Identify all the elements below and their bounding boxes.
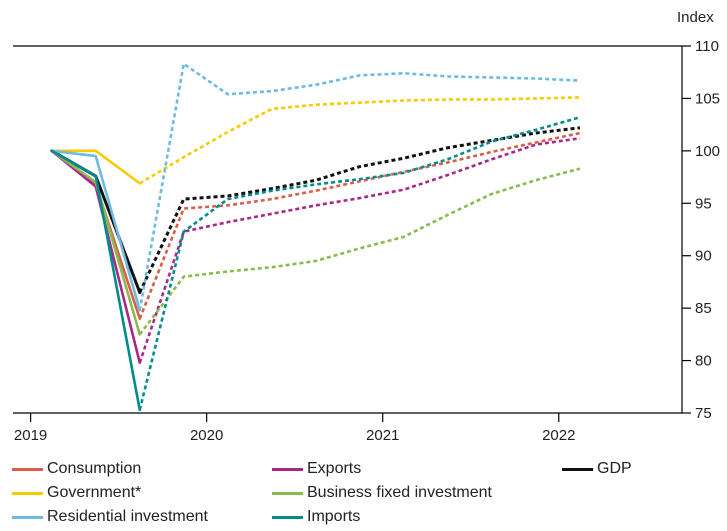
legend-swatch: [272, 491, 303, 495]
series-line-imports-actual: [50, 149, 142, 412]
legend-swatch: [12, 515, 43, 519]
legend-item-residential-investment: Residential investment: [12, 506, 208, 528]
legend-swatch: [562, 467, 593, 471]
legend-label: Imports: [307, 508, 361, 525]
series-line-gdp-forecast: [138, 126, 581, 294]
y-tick-label: 100: [695, 143, 720, 160]
series-line-imports-forecast: [138, 116, 581, 411]
legend: Consumption Exports GDP Government* Business…: [12, 458, 722, 530]
y-tick-label: 85: [695, 300, 712, 317]
series-line-exports-forecast: [138, 136, 581, 364]
legend-label: Exports: [307, 460, 362, 477]
legend-label: Residential investment: [47, 508, 208, 525]
legend-swatch: [12, 491, 43, 495]
legend-label: Business fixed investment: [307, 484, 492, 501]
chart-series: [50, 62, 581, 412]
y-tick-label: 90: [695, 248, 712, 265]
legend-item-consumption: Consumption: [12, 458, 141, 480]
x-tick-label: 2020: [190, 427, 223, 444]
axis-ticks: 75 80 85 90 95 100 105 110 2019 2020 2021 2022: [14, 38, 720, 444]
y-tick-label: 110: [695, 38, 719, 55]
x-tick-label: 2021: [366, 427, 399, 444]
legend-item-imports: Imports: [272, 506, 360, 528]
legend-swatch: [12, 467, 43, 471]
y-tick-label: 75: [695, 405, 712, 422]
y-tick-label: 105: [695, 90, 720, 107]
chart-axes: Index: [13, 9, 714, 414]
legend-item-government: Government*: [12, 482, 141, 504]
legend-item-exports: Exports: [272, 458, 361, 480]
series-line-residential-investment-actual: [50, 149, 142, 312]
legend-label: Consumption: [47, 460, 142, 477]
y-tick-label: 95: [695, 195, 712, 212]
series-line-residential-investment-forecast: [138, 62, 580, 311]
x-tick-label: 2019: [14, 427, 47, 444]
legend-swatch: [272, 467, 303, 471]
y-axis-title: Index: [677, 9, 714, 26]
series-line-business-fixed-investment-forecast: [138, 167, 581, 336]
legend-label: Government*: [47, 484, 142, 501]
series-line-consumption-forecast: [138, 131, 581, 320]
series-line-government-actual: [50, 149, 142, 185]
legend-item-business-fixed-investment: Business fixed investment: [272, 482, 492, 504]
series-line-government-forecast: [139, 96, 580, 185]
legend-item-gdp: GDP: [562, 458, 632, 480]
x-tick-label: 2022: [542, 427, 575, 444]
y-tick-label: 80: [695, 353, 712, 370]
legend-label: GDP: [597, 460, 632, 477]
legend-swatch: [272, 515, 303, 519]
